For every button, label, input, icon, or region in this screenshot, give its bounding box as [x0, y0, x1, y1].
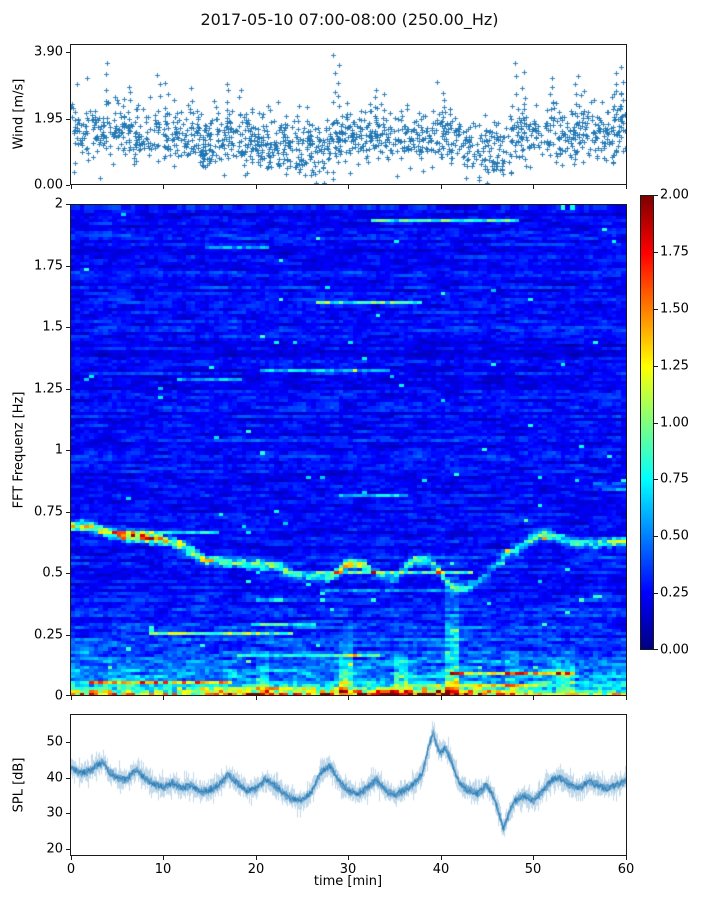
fft-y-tick-label: 1.25 — [34, 381, 63, 397]
fft-y-tick-label: 1.5 — [42, 319, 63, 335]
x-tick-mark — [163, 856, 164, 860]
spl-axes — [70, 714, 627, 856]
x-tick-mark — [626, 185, 627, 189]
colorbar-tick-mark — [654, 593, 658, 594]
x-tick-mark — [71, 856, 72, 860]
colorbar-tick-mark — [654, 366, 658, 367]
fft-y-tick-label: 0.5 — [42, 565, 63, 581]
time-x-tick-label: 0 — [66, 862, 76, 877]
colorbar-tick-label: 2.00 — [660, 187, 689, 203]
x-tick-mark — [533, 856, 534, 860]
x-tick-mark — [71, 185, 72, 189]
y-tick-mark — [66, 512, 70, 513]
fft-ylabel: FFT Frequenz [Hz] — [11, 391, 27, 509]
colorbar-tick-label: 1.75 — [660, 244, 689, 260]
spl-y-tick-label: 30 — [46, 805, 63, 821]
colorbar — [640, 195, 654, 650]
x-tick-mark — [533, 185, 534, 189]
y-tick-mark — [66, 119, 70, 120]
spl-ylabel: SPL [dB] — [11, 757, 27, 813]
y-tick-mark — [66, 635, 70, 636]
colorbar-tick-mark — [654, 649, 658, 650]
wind-scatter-canvas — [71, 45, 626, 184]
y-tick-mark — [66, 450, 70, 451]
colorbar-canvas — [641, 196, 653, 649]
y-tick-mark — [66, 389, 70, 390]
y-tick-mark — [66, 778, 70, 779]
x-tick-mark — [626, 856, 627, 860]
y-tick-mark — [66, 742, 70, 743]
y-tick-mark — [66, 849, 70, 850]
colorbar-tick-mark — [654, 479, 658, 480]
fft-y-tick-label: 1.75 — [34, 258, 63, 274]
spl-line-canvas — [71, 715, 626, 855]
x-tick-mark — [348, 185, 349, 189]
colorbar-tick-label: 1.00 — [660, 415, 689, 431]
colorbar-tick-mark — [654, 423, 658, 424]
wind-y-tick-label: 1.95 — [34, 111, 63, 127]
x-tick-mark — [441, 696, 442, 700]
spectrogram-canvas — [71, 205, 626, 695]
wind-y-tick-label: 3.90 — [34, 44, 63, 60]
colorbar-tick-mark — [654, 536, 658, 537]
figure-title: 2017-05-10 07:00-08:00 (250.00_Hz) — [200, 10, 499, 29]
fft-y-tick-label: 1 — [54, 442, 63, 458]
spl-y-tick-label: 50 — [46, 734, 63, 750]
wind-ylabel: Wind [m/s] — [11, 78, 27, 150]
spl-y-tick-label: 20 — [46, 841, 63, 857]
time-x-tick-label: 10 — [154, 862, 172, 877]
fft-y-tick-label: 0.75 — [34, 504, 63, 520]
x-tick-mark — [441, 856, 442, 860]
x-tick-mark — [71, 696, 72, 700]
colorbar-tick-label: 0.00 — [660, 642, 689, 658]
colorbar-tick-label: 0.25 — [660, 585, 689, 601]
fft-y-tick-label: 2 — [54, 196, 63, 212]
time-x-tick-label: 50 — [524, 862, 542, 877]
time-x-tick-label: 40 — [432, 862, 450, 877]
y-tick-mark — [66, 185, 70, 186]
y-tick-mark — [66, 573, 70, 574]
x-tick-mark — [348, 696, 349, 700]
y-tick-mark — [66, 52, 70, 53]
x-tick-mark — [626, 696, 627, 700]
time-x-tick-label: 60 — [617, 862, 635, 877]
wind-axes — [70, 44, 627, 185]
y-tick-mark — [66, 695, 70, 696]
y-tick-mark — [66, 266, 70, 267]
x-tick-mark — [348, 856, 349, 860]
x-tick-mark — [163, 185, 164, 189]
wind-y-tick-label: 0.00 — [34, 177, 63, 193]
x-tick-mark — [256, 696, 257, 700]
colorbar-tick-mark — [654, 252, 658, 253]
spectrogram-axes — [70, 204, 627, 696]
colorbar-tick-label: 0.75 — [660, 471, 689, 487]
x-tick-mark — [256, 856, 257, 860]
x-tick-mark — [256, 185, 257, 189]
time-x-tick-label: 20 — [247, 862, 265, 877]
colorbar-tick-mark — [654, 309, 658, 310]
colorbar-tick-mark — [654, 195, 658, 196]
time-x-tick-label: 30 — [339, 862, 357, 877]
time-xlabel: time [min] — [313, 874, 383, 889]
x-tick-mark — [163, 696, 164, 700]
colorbar-tick-label: 1.25 — [660, 358, 689, 374]
y-tick-mark — [66, 204, 70, 205]
colorbar-tick-label: 0.50 — [660, 528, 689, 544]
x-tick-mark — [441, 185, 442, 189]
spl-y-tick-label: 40 — [46, 770, 63, 786]
y-tick-mark — [66, 813, 70, 814]
y-tick-mark — [66, 327, 70, 328]
colorbar-tick-label: 1.50 — [660, 301, 689, 317]
fft-y-tick-label: 0 — [54, 688, 63, 704]
x-tick-mark — [533, 696, 534, 700]
fft-y-tick-label: 0.25 — [34, 627, 63, 643]
